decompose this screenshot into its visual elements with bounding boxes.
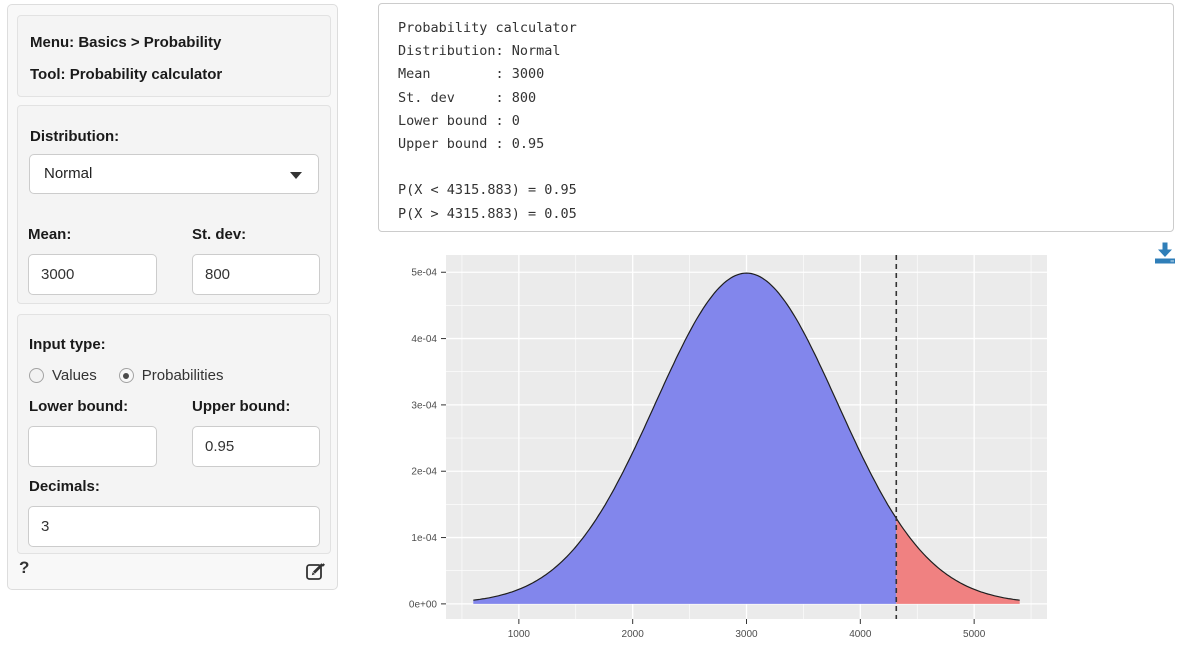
stdev-input[interactable]	[192, 254, 320, 295]
y-tick-label: 0e+00	[409, 599, 438, 610]
lower-tail-area	[473, 273, 897, 604]
menu-breadcrumb: Menu: Basics > Probability	[30, 34, 222, 51]
input-type-radio-group: Values Probabilities	[29, 367, 223, 384]
probability-output-box: Probability calculator Distribution: Nor…	[378, 3, 1174, 232]
probabilities-radio-label: Probabilities	[141, 367, 224, 384]
x-tick-label: 2000	[622, 629, 645, 640]
mean-input[interactable]	[28, 254, 157, 295]
lower-bound-input[interactable]	[28, 426, 157, 467]
probability-output-text: Probability calculator Distribution: Nor…	[398, 20, 577, 222]
distribution-selected-value: Normal	[44, 165, 93, 182]
stdev-label: St. dev:	[192, 226, 247, 243]
distribution-select[interactable]: Normal	[29, 154, 319, 194]
x-tick-label: 3000	[735, 629, 758, 640]
edit-report-button[interactable]	[305, 560, 327, 582]
input-type-panel: Input type: Values Probabilities Lower b…	[17, 314, 331, 554]
decimals-input[interactable]	[28, 506, 320, 547]
upper-bound-label: Upper bound:	[192, 398, 291, 415]
y-tick-label: 1e-04	[411, 533, 437, 544]
values-radio[interactable]	[29, 368, 44, 383]
mean-label: Mean:	[28, 226, 72, 243]
y-tick-label: 4e-04	[411, 334, 437, 345]
density-plot: 1000 2000 3000 4000 5000 0e+00 1e-04 2e-04 3e-04…	[385, 247, 1050, 645]
menu-info-panel: Menu: Basics > Probability Tool: Probabi…	[17, 15, 331, 97]
density-plot-svg: 1000 2000 3000 4000 5000 0e+00 1e-04 2e-04 3e-04…	[409, 255, 1047, 640]
chevron-down-icon	[290, 172, 302, 179]
sidebar: Menu: Basics > Probability Tool: Probabi…	[7, 4, 338, 590]
download-icon	[1155, 242, 1175, 264]
pencil-square-icon	[306, 563, 325, 580]
lower-bound-label: Lower bound:	[29, 398, 129, 415]
probabilities-radio[interactable]	[118, 368, 134, 383]
tool-title: Tool: Probability calculator	[30, 66, 223, 83]
upper-bound-input[interactable]	[192, 426, 320, 467]
y-tick-label: 2e-04	[411, 467, 437, 478]
distribution-label: Distribution:	[30, 128, 120, 145]
upper-tail-area	[896, 518, 1020, 604]
input-type-label: Input type:	[29, 336, 106, 353]
decimals-label: Decimals:	[29, 478, 100, 495]
download-plot-button[interactable]	[1152, 241, 1178, 265]
help-button[interactable]: ?	[19, 558, 30, 577]
x-tick-label: 4000	[849, 629, 872, 640]
y-tick-label: 5e-04	[411, 268, 437, 279]
x-tick-label: 5000	[963, 629, 986, 640]
y-tick-label: 3e-04	[411, 400, 437, 411]
distribution-panel: Distribution: Normal Mean: St. dev:	[17, 105, 331, 304]
x-tick-label: 1000	[508, 629, 531, 640]
values-radio-label: Values	[52, 367, 97, 384]
density-curve	[473, 272, 1020, 601]
